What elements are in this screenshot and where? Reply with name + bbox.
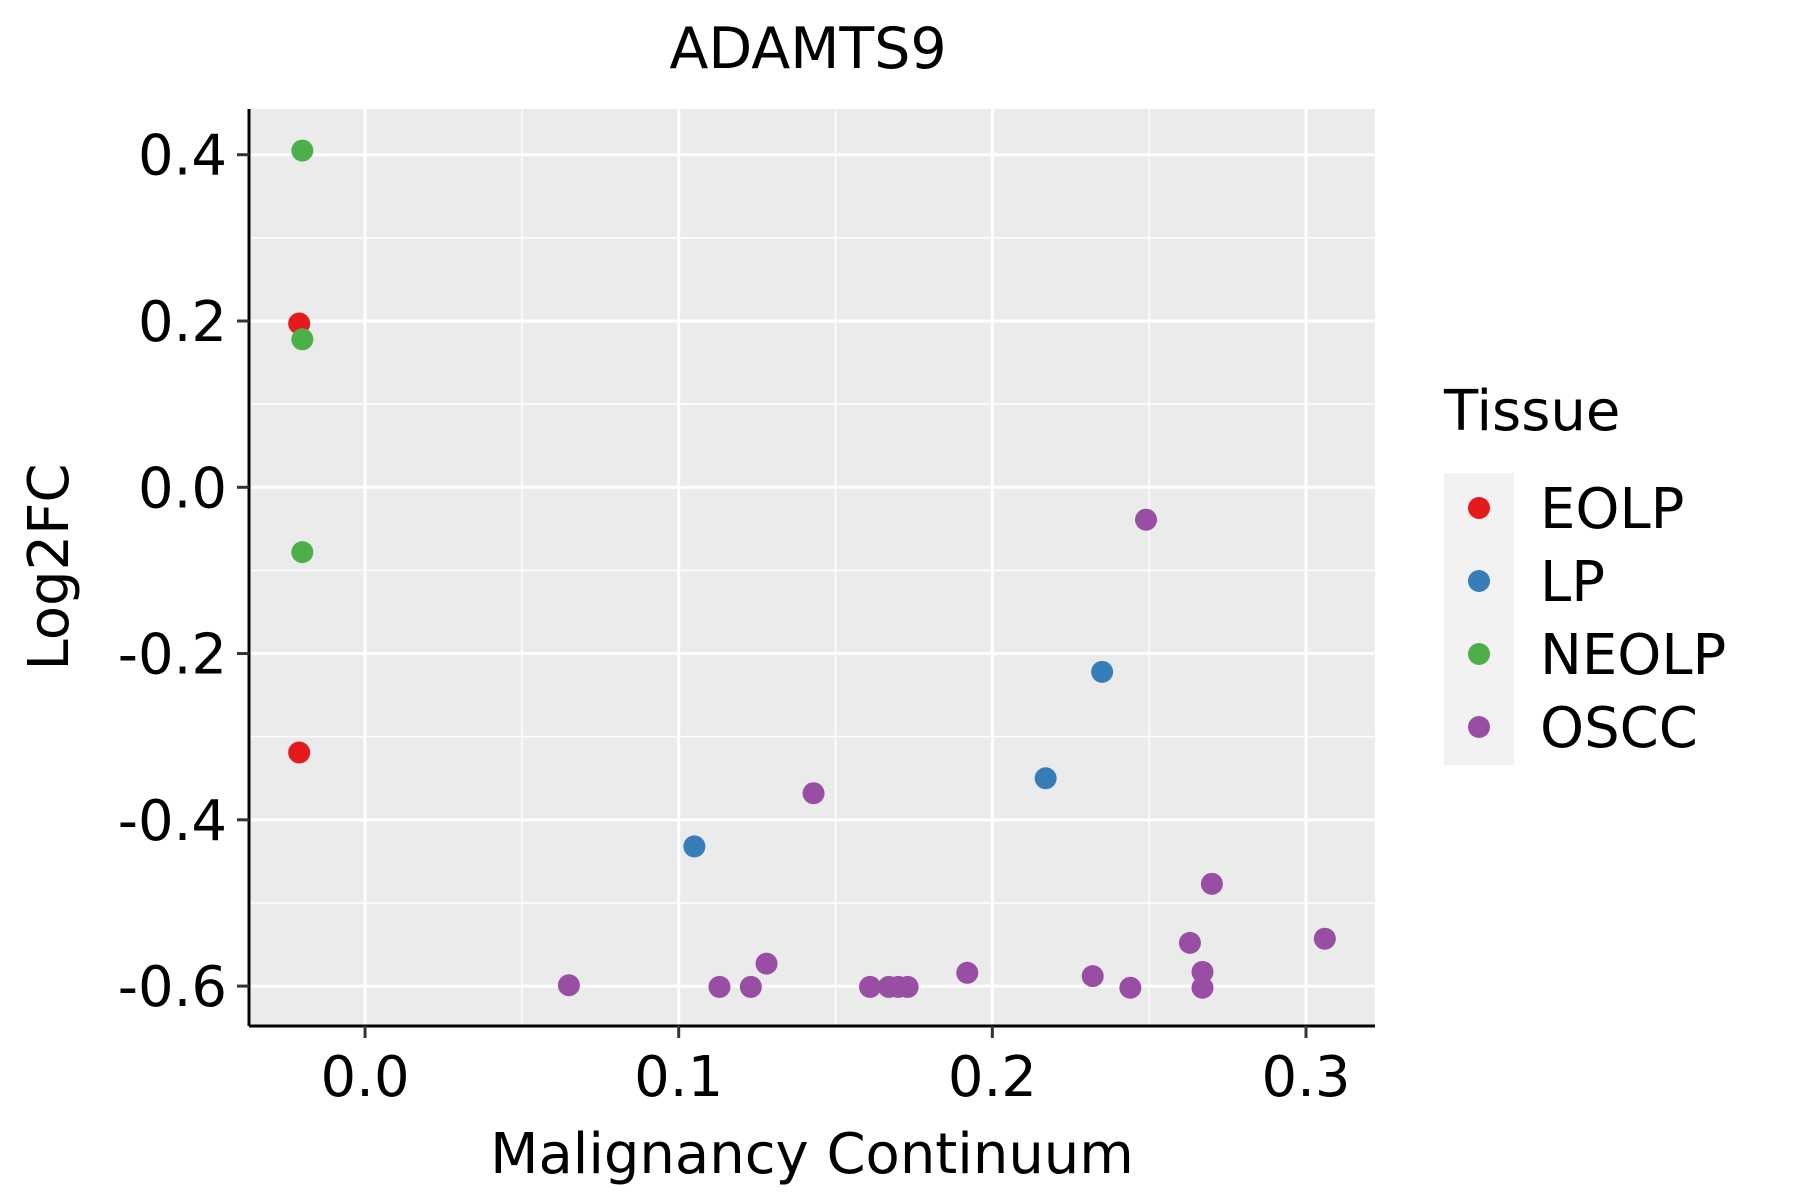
data-point-oscc <box>802 782 825 805</box>
legend-marker <box>1468 497 1490 519</box>
legend-marker <box>1468 643 1490 665</box>
legend-label: OSCC <box>1540 696 1698 761</box>
series-lp <box>683 660 1114 858</box>
data-point-oscc <box>1313 927 1336 950</box>
data-point-oscc <box>557 974 580 997</box>
data-point-oscc <box>1200 872 1223 895</box>
data-point-oscc <box>896 975 919 998</box>
x-tick-label: 0.3 <box>1261 1045 1350 1110</box>
y-tick-label: -0.4 <box>118 789 227 854</box>
data-point-oscc <box>1081 965 1104 988</box>
x-axis: 0.0 0.1 0.2 0.3 <box>321 1026 1351 1110</box>
data-point-oscc <box>1135 508 1158 531</box>
legend-items: EOLP LP NEOLP OSCC <box>1468 477 1726 761</box>
data-points <box>288 139 1336 999</box>
y-axis-title: Log2FC <box>17 464 82 671</box>
y-tick-label: 0.4 <box>138 124 227 189</box>
y-tick-label: -0.6 <box>118 955 227 1020</box>
legend-item-eolp: EOLP <box>1468 477 1684 542</box>
data-point-oscc <box>956 961 979 984</box>
legend-item-lp: LP <box>1468 550 1605 615</box>
data-point-oscc <box>1191 976 1214 999</box>
data-point-lp <box>683 835 706 858</box>
y-tick-label: -0.2 <box>118 623 227 688</box>
data-point-eolp <box>288 741 311 764</box>
y-axis: -0.6 -0.4 -0.2 0.0 0.2 0.4 <box>118 124 249 1020</box>
x-tick-label: 0.0 <box>321 1045 410 1110</box>
legend-marker <box>1468 716 1490 738</box>
series-neolp <box>291 139 314 564</box>
y-tick-label: 0.2 <box>138 290 227 355</box>
data-point-oscc <box>859 975 882 998</box>
legend: Tissue EOLP LP NEOLP OSCC <box>1443 379 1726 765</box>
legend-item-oscc: OSCC <box>1468 696 1698 761</box>
grid-lines <box>249 109 1375 1026</box>
legend-label: LP <box>1540 550 1605 615</box>
data-point-lp <box>1034 767 1057 790</box>
legend-title: Tissue <box>1443 379 1620 444</box>
data-point-lp <box>1091 660 1114 683</box>
y-tick-label: 0.0 <box>138 456 227 521</box>
data-point-oscc <box>739 975 762 998</box>
data-point-oscc <box>1191 960 1214 983</box>
legend-label: NEOLP <box>1540 623 1726 688</box>
data-point-neolp <box>291 541 314 564</box>
legend-item-neolp: NEOLP <box>1468 623 1726 688</box>
legend-label: EOLP <box>1540 477 1684 542</box>
x-tick-label: 0.2 <box>948 1045 1037 1110</box>
plot-panel <box>249 109 1375 1026</box>
x-tick-label: 0.1 <box>634 1045 723 1110</box>
data-point-neolp <box>291 139 314 162</box>
data-point-oscc <box>1178 931 1201 954</box>
chart-title: ADAMTS9 <box>669 16 946 82</box>
x-axis-title: Malignancy Continuum <box>490 1122 1134 1187</box>
legend-marker <box>1468 570 1490 592</box>
data-point-neolp <box>291 328 314 351</box>
series-oscc <box>557 508 1336 999</box>
data-point-oscc <box>1119 976 1142 999</box>
data-point-oscc <box>755 952 778 975</box>
data-point-oscc <box>708 975 731 998</box>
